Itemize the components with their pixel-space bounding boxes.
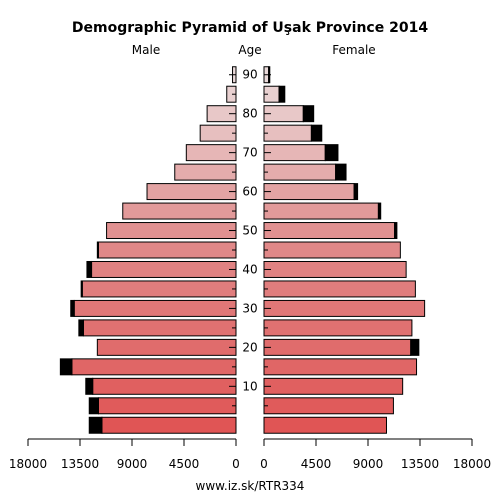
female-bar-75-79	[263, 124, 312, 142]
female-bar-40-44	[263, 260, 407, 278]
source-footer: www.iz.sk/RTR334	[196, 479, 305, 493]
female-bar-50-54	[263, 222, 396, 240]
bars-group	[59, 66, 426, 434]
female-excess-bar-80-84	[302, 105, 315, 123]
male-x-tick-label: 13500	[61, 457, 99, 471]
female-bar-45-49	[263, 241, 401, 259]
male-excess-bar-35-39	[80, 280, 83, 298]
male-label: Male	[132, 43, 160, 57]
male-excess-bar-0-4	[88, 416, 103, 434]
male-bar-55-59	[122, 202, 237, 220]
male-x-tick-label: 9000	[117, 457, 148, 471]
female-x-tick-label: 18000	[453, 457, 491, 471]
male-excess-bar-10-14	[85, 377, 94, 395]
female-excess-bar-75-79	[310, 124, 323, 142]
female-bar-55-59	[263, 202, 379, 220]
age-tick-label: 10	[242, 379, 257, 393]
male-x-tick-label: 4500	[169, 457, 200, 471]
female-bar-30-34	[263, 299, 426, 317]
male-x-tick-label: 0	[232, 457, 240, 471]
male-bar-5-9	[97, 397, 237, 415]
male-bar-35-39	[81, 280, 237, 298]
female-bar-20-24	[263, 338, 412, 356]
male-bar-70-74	[185, 144, 237, 162]
female-label: Female	[332, 43, 375, 57]
chart-title: Demographic Pyramid of Uşak Province 201…	[72, 20, 428, 36]
male-bar-75-79	[199, 124, 237, 142]
female-bar-15-19	[263, 358, 418, 376]
axes-group: 18000 13500 9000 4500 0 0 4500 9000 13500 18000 10…	[9, 68, 491, 471]
female-x-tick-label: 9000	[353, 457, 384, 471]
age-tick-label: 20	[242, 340, 257, 354]
male-bar-60-64	[146, 183, 237, 201]
female-excess-bar-60-64	[353, 183, 359, 201]
female-x-tick-label: 0	[260, 457, 268, 471]
male-excess-bar-45-49	[96, 241, 99, 259]
male-excess-bar-5-9	[88, 397, 99, 415]
male-excess-bar-30-34	[70, 299, 75, 317]
age-tick-label: 80	[242, 107, 257, 121]
age-tick-label: 90	[242, 68, 257, 82]
male-bar-65-69	[174, 163, 237, 181]
female-excess-bar-65-69	[335, 163, 347, 181]
female-excess-bar-20-24	[410, 338, 420, 356]
age-tick-label: 40	[242, 262, 257, 276]
female-bar-70-74	[263, 144, 326, 162]
male-bar-20-24	[96, 338, 237, 356]
male-bar-0-4	[101, 416, 237, 434]
female-bar-35-39	[263, 280, 416, 298]
female-x-tick-label: 13500	[401, 457, 439, 471]
male-bar-40-44	[91, 260, 237, 278]
male-bar-25-29	[82, 319, 237, 337]
female-excess-bar-70-74	[324, 144, 339, 162]
age-label: Age	[238, 43, 261, 57]
female-bar-0-4	[263, 416, 387, 434]
male-bar-30-34	[73, 299, 237, 317]
male-bar-45-49	[97, 241, 237, 259]
female-bar-25-29	[263, 319, 413, 337]
female-excess-bar-85-89	[278, 85, 286, 103]
male-bar-15-19	[71, 358, 237, 376]
female-x-tick-label: 4500	[301, 457, 332, 471]
male-bar-50-54	[106, 222, 237, 240]
female-excess-bar-50-54	[394, 222, 398, 240]
age-tick-label: 70	[242, 146, 257, 160]
male-bar-10-14	[92, 377, 237, 395]
male-x-tick-label: 18000	[9, 457, 47, 471]
age-tick-label: 60	[242, 185, 257, 199]
female-excess-bar-55-59	[377, 202, 382, 220]
female-bar-5-9	[263, 397, 394, 415]
female-bar-60-64	[263, 183, 355, 201]
male-excess-bar-25-29	[78, 319, 84, 337]
age-tick-label: 50	[242, 224, 257, 238]
female-bar-10-14	[263, 377, 404, 395]
male-excess-bar-15-19	[59, 358, 73, 376]
male-excess-bar-40-44	[86, 260, 93, 278]
age-tick-label: 30	[242, 301, 257, 315]
female-bar-65-69	[263, 163, 337, 181]
